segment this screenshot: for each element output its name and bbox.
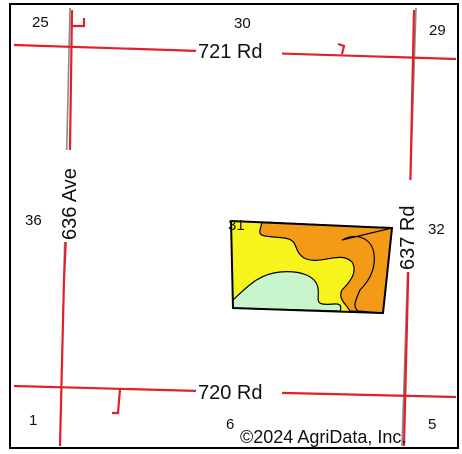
soil-zone-orange bbox=[259, 221, 393, 314]
driveway-stub bbox=[337, 42, 346, 55]
section-number: 5 bbox=[428, 416, 436, 433]
road-label-west: 636 Ave bbox=[59, 168, 81, 240]
road-label-bg bbox=[196, 380, 282, 404]
section-number: 30 bbox=[234, 15, 251, 32]
section-number: 32 bbox=[428, 221, 445, 238]
section-number: 31 bbox=[228, 217, 245, 234]
driveway-stub bbox=[72, 18, 86, 28]
road-label-south: 720 Rd bbox=[198, 382, 263, 404]
section-number: 29 bbox=[429, 22, 446, 39]
soil-zone-green bbox=[232, 271, 342, 312]
section-number: 25 bbox=[32, 14, 49, 31]
road-label-bg bbox=[196, 39, 282, 63]
road-label-north: 721 Rd bbox=[198, 41, 263, 63]
road-label-bg bbox=[396, 180, 420, 272]
field-boundary bbox=[229, 219, 394, 315]
map-frame bbox=[9, 3, 459, 449]
driveway-stub bbox=[112, 388, 122, 415]
soil-zone-orange-inner bbox=[341, 227, 393, 314]
road-label-east: 637 Rd bbox=[397, 206, 419, 271]
section-number: 1 bbox=[29, 412, 37, 429]
road-label-bg bbox=[56, 150, 80, 242]
copyright-text: ©2024 AgriData, Inc. bbox=[240, 427, 406, 447]
section-number: 36 bbox=[25, 212, 42, 229]
section-number: 6 bbox=[226, 416, 234, 433]
